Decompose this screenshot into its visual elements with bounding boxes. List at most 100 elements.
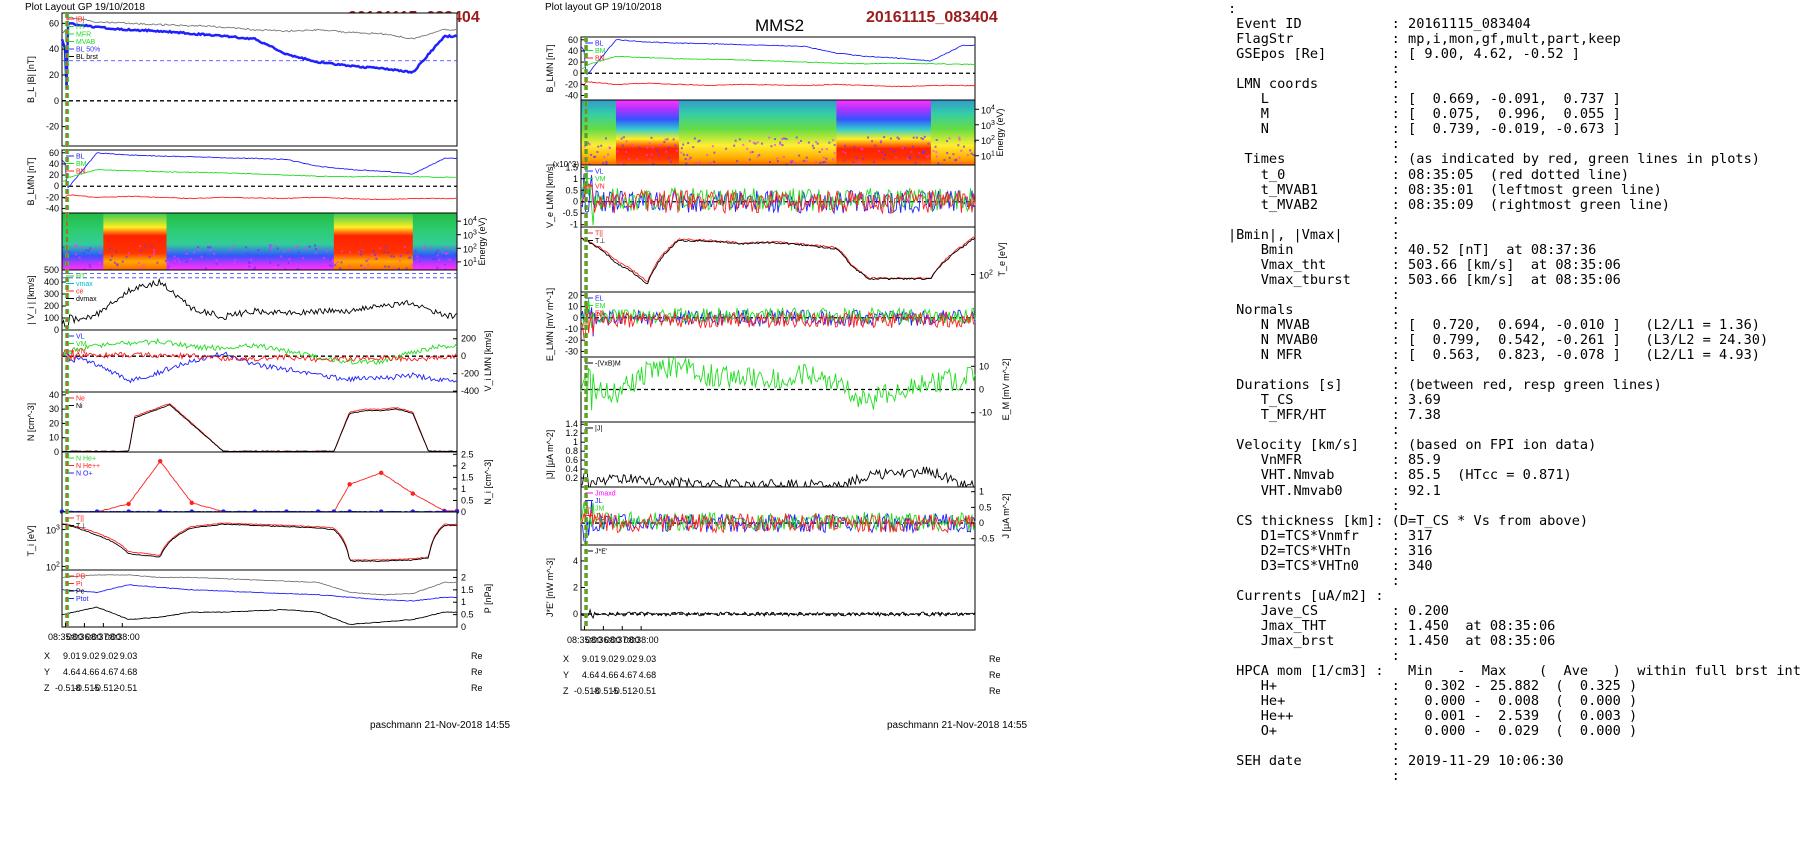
right-ephemeris-y: 4.68 <box>639 670 657 680</box>
data-point <box>347 482 352 487</box>
spectrogram-pixel <box>284 268 287 271</box>
spectrogram-pixel <box>436 254 439 257</box>
ytick-label: -20 <box>565 335 578 345</box>
spectrogram-pixel <box>874 144 877 147</box>
panel-left-4: 0 100 200 300 400 500 | V_i | [km/s] HTvmaxcedv… <box>26 265 458 335</box>
spectrogram-pixel <box>594 155 597 158</box>
spectrogram-pixel <box>434 257 437 260</box>
ytick-label: 104 <box>981 104 995 115</box>
ytick-label: 20 <box>49 170 59 180</box>
spectrogram-pixel <box>638 146 641 149</box>
spectrogram-pixel <box>167 249 170 252</box>
spectrogram-pixel <box>925 155 928 158</box>
spectrogram-pixel <box>789 161 792 164</box>
spectrogram-pixel <box>857 162 860 165</box>
spectrogram-pixel <box>179 265 182 268</box>
spectrogram-pixel <box>597 145 600 148</box>
legend-entry: VM <box>76 341 87 348</box>
spectrogram-pixel <box>229 248 232 251</box>
spectrogram-pixel <box>667 146 670 149</box>
ytick-label: 0 <box>979 385 984 395</box>
spectrogram-pixel <box>901 147 904 150</box>
spectrogram-pixel <box>367 263 370 266</box>
ytick-label: 60 <box>568 35 578 45</box>
legend-entry: vmax <box>76 281 93 288</box>
spectrogram-pixel <box>903 147 906 150</box>
spectrogram-pixel <box>758 154 761 157</box>
ytick-label: 0 <box>54 447 59 457</box>
panel-right-4: 102 T_e [eV] T||T⊥ <box>580 226 1007 293</box>
spectrogram-pixel <box>958 156 961 159</box>
spectrogram-pixel <box>960 162 963 165</box>
spectrogram-pixel <box>859 161 862 164</box>
spectrogram-pixel <box>749 151 752 154</box>
series-t <box>580 237 976 285</box>
spectrogram-pixel <box>140 249 143 252</box>
spectrogram-pixel <box>906 157 909 160</box>
right-ephemeris-z: -0.51 <box>636 686 657 696</box>
series-jn <box>580 501 976 534</box>
spectrogram-pixel <box>698 139 701 142</box>
spectrogram-pixel <box>695 161 698 164</box>
spectrogram-pixel <box>910 150 913 153</box>
spectrogram-pixel <box>178 260 181 263</box>
spectrogram-pixel <box>177 257 180 260</box>
spectrogram-block <box>166 213 262 270</box>
legend-entry: EM <box>595 303 606 310</box>
right-ephemeris-unit: Re <box>989 654 1001 664</box>
ytick-exponent: 2 <box>989 269 993 276</box>
right-ephemeris-label: Z <box>563 686 569 696</box>
left-ephemeris-x: 9.02 <box>82 651 100 661</box>
right-ephemeris-z: -0.518 <box>574 686 600 696</box>
ytick-label: -0.5 <box>562 208 578 218</box>
spectrogram-pixel <box>782 155 785 158</box>
spectrogram-pixel <box>301 265 304 268</box>
spectrogram-pixel <box>451 246 454 249</box>
spectrogram-pixel <box>372 249 375 252</box>
spectrogram-pixel <box>636 158 639 161</box>
spectrogram-pixel <box>444 246 447 249</box>
spectrogram-pixel <box>430 246 433 249</box>
spectrogram-pixel <box>631 143 634 146</box>
spectrogram-pixel <box>360 264 363 267</box>
spectrogram-pixel <box>200 255 203 258</box>
ytick-label: 500 <box>44 265 59 275</box>
spectrogram-pixel <box>921 152 924 155</box>
spectrogram-pixel <box>288 248 291 251</box>
ytick-label: 0.5 <box>461 610 474 620</box>
spectrogram-pixel <box>360 253 363 256</box>
legend-entry: Jmaxd <box>595 491 616 498</box>
spectrogram-pixel <box>752 141 755 144</box>
spectrogram-pixel <box>596 150 599 153</box>
legend-entry: T⊥ <box>595 238 605 245</box>
spectrogram-pixel <box>99 251 102 254</box>
ytick-label: 40 <box>49 159 59 169</box>
spectrogram-pixel <box>943 158 946 161</box>
spectrogram-pixel <box>167 265 170 268</box>
right-time-label: 08:36:00 <box>586 635 621 645</box>
spectrogram-pixel <box>853 145 856 148</box>
spectrogram-pixel <box>67 267 70 270</box>
panel-left-8: 102 103 T_i [eV] T||T⊥ <box>26 511 458 572</box>
spectrogram-pixel <box>127 252 130 255</box>
panel-frame <box>61 391 458 453</box>
spectrogram-pixel <box>957 144 960 147</box>
spectrogram-pixel <box>328 264 331 267</box>
spectrogram-pixel <box>308 245 311 248</box>
spectrogram-pixel <box>779 141 782 144</box>
spectrogram-block <box>261 213 335 270</box>
left-ephemeris-unit: Re <box>471 667 483 677</box>
spectrogram-pixel <box>650 153 653 156</box>
data-point <box>410 491 415 496</box>
spectrogram-pixel <box>64 267 67 270</box>
spectrogram-pixel <box>287 262 290 265</box>
axis-label: B_LMN [nT] <box>26 157 36 205</box>
spectrogram-pixel <box>375 257 378 260</box>
ytick-exponent: 1 <box>991 151 995 158</box>
spectrogram-pixel <box>625 140 628 143</box>
legend-entry: PB <box>76 574 86 581</box>
spectrogram-pixel <box>398 259 401 262</box>
ytick-label: 0.5 <box>979 502 992 512</box>
ytick-label: 103 <box>981 120 995 131</box>
